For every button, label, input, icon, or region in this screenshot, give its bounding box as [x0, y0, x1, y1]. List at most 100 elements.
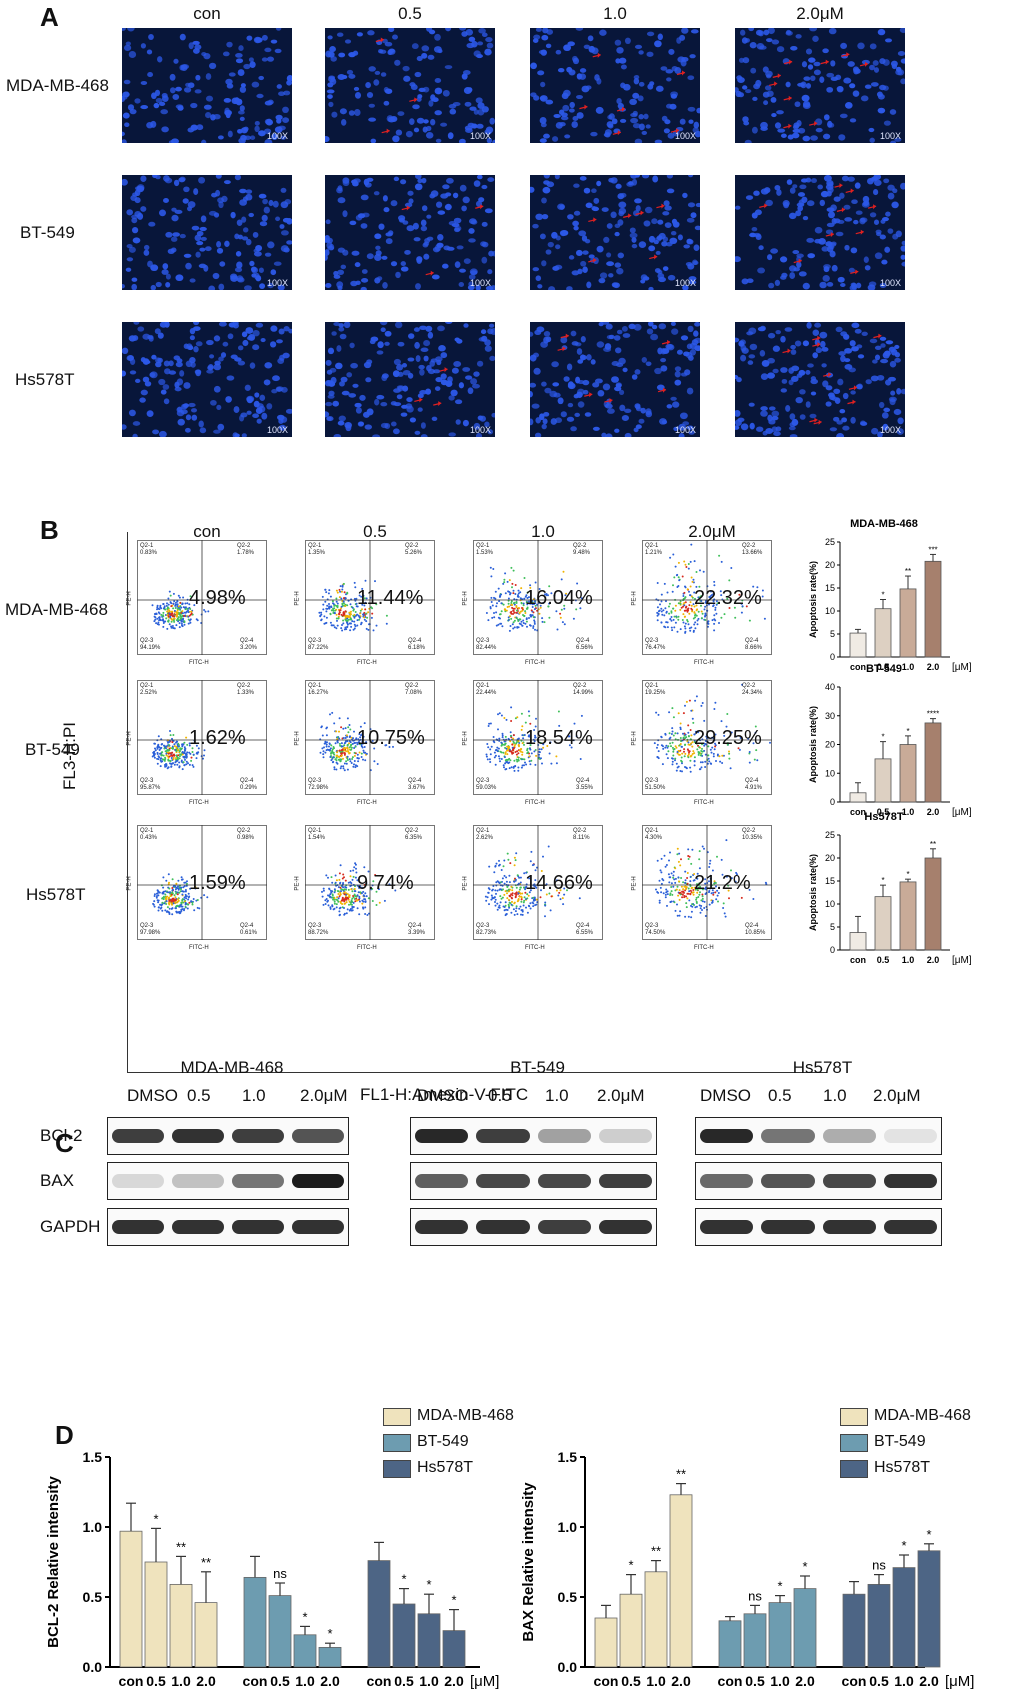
blot-band [598, 1220, 652, 1234]
x-tick-label: 2.0 [927, 662, 940, 672]
bar [293, 1634, 317, 1668]
bar [924, 722, 942, 803]
y-tick-label: 0.5 [558, 1589, 578, 1605]
apoptosis-percentage: 1.62% [189, 727, 246, 749]
quadrant-q2-3: Q2-3 72.98% [308, 778, 329, 791]
blot-lane-label: 0.5 [187, 1086, 211, 1105]
micrograph: 100X [122, 28, 292, 143]
relative-intensity-chart: BCL-2 Relative intensity 0.0 0.5 1.0 1.5 con *… [45, 1449, 499, 1690]
micrograph: 100X [735, 175, 905, 290]
flow-plot: Q2-1 1.35% Q2-2 5.26% Q2-3 87.22% Q2-4 6.18… [295, 540, 435, 670]
bar [669, 1494, 693, 1668]
x-tick-label: con [243, 1673, 268, 1689]
bar [594, 1617, 618, 1668]
quadrant-q2-3: Q2-3 97.98% [140, 923, 161, 936]
blot-band [172, 1220, 224, 1234]
y-tick-label: 0 [830, 945, 835, 955]
blot-lane-label: 1.0 [545, 1086, 569, 1105]
flow-row-label: BT-549 [25, 740, 80, 759]
micro-row-label: Hs578T [15, 370, 75, 389]
unit-label: [μM] [945, 1673, 974, 1690]
x-tick-label: 0.5 [270, 1673, 290, 1689]
x-tick-label: con [842, 1673, 867, 1689]
y-tick-label: 30 [825, 711, 835, 721]
legend-swatch [840, 1408, 868, 1426]
apoptosis-percentage: 18.54% [525, 727, 593, 749]
flow-plot-y-label: PE-H [631, 731, 638, 746]
apoptosis-chart: BT-549 Apoptosis rate(%) 0 10 20 30 40 con * 0.5 *… [808, 663, 972, 818]
apoptosis-percentage: 16.04% [525, 587, 593, 609]
quadrant-q2-4: Q2-4 6.55% [576, 923, 594, 936]
magnification-label: 100X [879, 131, 901, 141]
significance-label: ** [676, 1467, 686, 1482]
micrograph: 100X [122, 175, 292, 290]
apoptosis-chart: Hs578T Apoptosis rate(%) 0 5 10 15 20 25 con * 0.5… [808, 811, 972, 966]
x-tick-label: 2.0 [795, 1673, 815, 1689]
quadrant-q2-3: Q2-3 74.50% [645, 923, 666, 936]
unit-label: [μM] [952, 662, 972, 673]
flow-plot-x-label: FITC-H [694, 800, 714, 806]
quadrant-q2-1: Q2-1 1.21% [645, 543, 663, 556]
bar [899, 881, 917, 951]
blot-band [476, 1220, 530, 1234]
x-tick-label: con [850, 662, 866, 672]
x-tick-label: 1.0 [171, 1673, 191, 1689]
quadrant-q2-2: Q2-2 13.66% [742, 543, 763, 556]
y-tick-label: 0 [830, 797, 835, 807]
blot-strip [107, 1162, 349, 1200]
blot-band [112, 1129, 164, 1143]
flow-plot-y-label: PE-H [462, 876, 469, 891]
apoptosis-percentage: 4.98% [189, 587, 246, 609]
quadrant-q2-2: Q2-2 5.26% [405, 543, 423, 556]
flow-plot: Q2-1 4.30% Q2-2 10.35% Q2-3 74.50% Q2-4 10.… [632, 825, 772, 955]
y-tick-label: 10 [825, 768, 835, 778]
quadrant-q2-4: Q2-4 3.55% [576, 778, 594, 791]
quadrant-q2-3: Q2-3 82.44% [476, 638, 497, 651]
blot-band [112, 1174, 164, 1188]
unit-label: [μM] [952, 955, 972, 966]
flow-plot: Q2-1 2.62% Q2-2 8.11% Q2-3 82.73% Q2-4 6.55… [463, 825, 603, 955]
x-tick-label: 0.5 [877, 955, 890, 965]
bar [899, 588, 917, 658]
x-tick-label: con [850, 807, 866, 817]
blot-band [761, 1174, 815, 1188]
micrograph: 100X [325, 28, 495, 143]
blot-lane-label: 0.5 [488, 1086, 512, 1105]
panel-b-x-axis-line [127, 1072, 827, 1073]
micro-column-label: 0.5 [398, 4, 422, 23]
flow-plot-x-label: FITC-H [525, 660, 545, 666]
y-tick-label: 20 [825, 853, 835, 863]
x-tick-label: 1.0 [295, 1673, 315, 1689]
flow-plot-x-label: FITC-H [189, 945, 209, 951]
y-tick-label: 1.5 [558, 1449, 578, 1465]
y-tick-label: 1.0 [83, 1519, 103, 1535]
quadrant-q2-1: Q2-1 1.35% [308, 543, 326, 556]
quadrant-q2-4: Q2-4 3.39% [408, 923, 426, 936]
x-tick-label: 0.5 [869, 1673, 889, 1689]
blot-strip [410, 1117, 657, 1155]
x-tick-label: con [119, 1673, 144, 1689]
apoptosis-percentage: 1.59% [189, 872, 246, 894]
legend-label: MDA-MB-468 [874, 1407, 971, 1424]
significance-label: * [906, 727, 909, 736]
quadrant-q2-4: Q2-4 6.18% [408, 638, 426, 651]
y-axis-label: BAX Relative intensity [520, 1482, 537, 1642]
magnification-label: 100X [879, 278, 901, 288]
bar [892, 1567, 916, 1668]
flow-plot: Q2-1 1.21% Q2-2 13.66% Q2-3 76.47% Q2-4 8.6… [632, 540, 772, 670]
blot-lane-label: 1.0 [242, 1086, 266, 1105]
significance-label: * [628, 1558, 633, 1573]
x-tick-label: 2.0 [927, 955, 940, 965]
bar [874, 896, 892, 951]
blot-cell-line-label: Hs578T [792, 1058, 853, 1077]
x-tick-label: 0.5 [877, 662, 890, 672]
significance-label: * [906, 870, 909, 879]
blot-band [700, 1220, 754, 1234]
magnification-label: 100X [266, 131, 288, 141]
quadrant-q2-1: Q2-1 0.83% [140, 543, 158, 556]
blot-band [172, 1174, 224, 1188]
significance-label: *** [928, 545, 937, 554]
significance-label: ** [651, 1544, 661, 1559]
bar [194, 1602, 218, 1668]
blot-band [415, 1174, 469, 1188]
